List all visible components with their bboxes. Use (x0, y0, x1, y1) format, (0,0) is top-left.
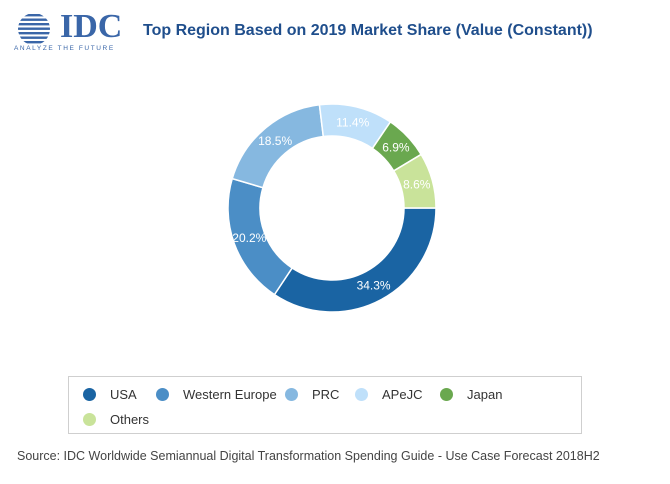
chart-legend: USA Western Europe PRC APeJC Japan Other… (68, 376, 582, 434)
data-label-western-europe: 20.2% (232, 231, 266, 245)
legend-item-usa[interactable]: USA (83, 387, 137, 402)
legend-label-apejc: APeJC (382, 387, 423, 402)
legend-item-apejc[interactable]: APeJC (355, 387, 422, 402)
donut-chart: 34.3% 20.2% 18.5% 11.4% 6.9% 8.6% (227, 103, 437, 313)
legend-swatch-japan (440, 388, 453, 401)
legend-swatch-others (83, 413, 96, 426)
legend-label-usa: USA (110, 387, 137, 402)
globe-icon (18, 14, 50, 44)
chart-title: Top Region Based on 2019 Market Share (V… (143, 22, 593, 39)
legend-swatch-usa (83, 388, 96, 401)
logo-tagline: ANALYZE THE FUTURE (14, 45, 115, 52)
legend-label-prc: PRC (312, 387, 340, 402)
logo-text: IDC (60, 8, 123, 45)
data-label-usa: 34.3% (357, 279, 391, 293)
data-label-apejc: 11.4% (336, 115, 369, 129)
slice-others[interactable] (392, 153, 437, 209)
data-label-prc: 18.5% (258, 134, 292, 148)
legend-label-others: Others (110, 412, 150, 427)
legend-swatch-apejc (355, 388, 368, 401)
legend-item-western-europe[interactable]: Western Europe (156, 387, 277, 402)
legend-label-japan: Japan (467, 387, 503, 402)
data-label-japan: 6.9% (382, 141, 410, 155)
slice-usa[interactable] (273, 207, 437, 313)
idc-logo: IDC ANALYZE THE FUTURE (14, 8, 129, 54)
legend-item-japan[interactable]: Japan (440, 387, 502, 402)
legend-item-prc[interactable]: PRC (285, 387, 339, 402)
legend-label-western-europe: Western Europe (183, 387, 277, 402)
legend-item-others[interactable]: Others (83, 412, 149, 427)
data-label-others: 8.6% (403, 177, 431, 191)
legend-swatch-prc (285, 388, 298, 401)
legend-swatch-western-europe (156, 388, 169, 401)
source-note: Source: IDC Worldwide Semiannual Digital… (17, 449, 600, 463)
